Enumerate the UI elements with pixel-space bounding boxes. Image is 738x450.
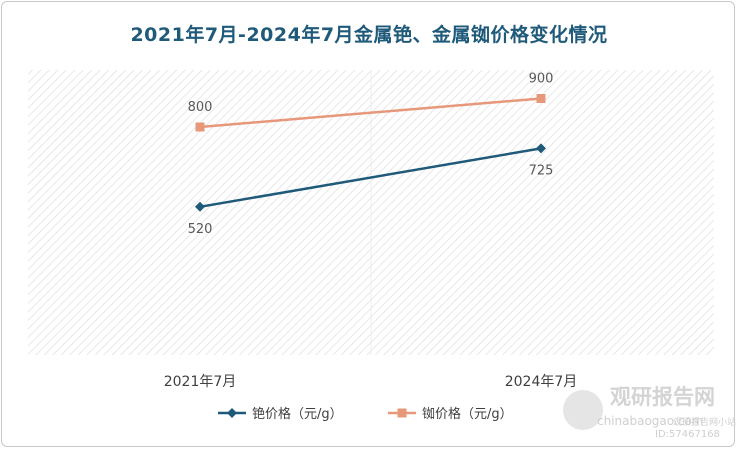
data-label: 800 [188,100,213,115]
watermark-logo-icon [563,390,603,430]
watermark: 观研报告网 chinabaogao.com 观研报告网小站 ID:5746716… [555,380,738,440]
data-point [195,201,205,212]
watermark-site: chinabaogao.com [597,414,703,428]
watermark-brand: 观研报告网 [610,385,715,409]
data-label: 725 [529,163,554,178]
data-point [536,94,546,103]
x-tick-label: 2024年7月 [505,374,578,390]
watermark-account: 观研报告网小站 [673,416,736,428]
legend-marker [227,408,237,418]
legend-label: 铯价格（元/g） [252,406,343,422]
data-label: 520 [188,222,213,237]
legend: 铯价格（元/g） 铷价格（元/g） [218,406,513,422]
legend-label: 铷价格（元/g） [422,406,513,422]
data-point [536,143,546,154]
chart-title: 2021年7月-2024年7月金属铯、金属铷价格变化情况 [130,24,608,46]
series-line-1 [199,97,542,129]
legend-marker [397,408,407,418]
data-point [195,122,205,132]
x-tick-label: 2021年7月 [164,374,237,390]
data-label: 900 [529,72,554,87]
watermark-id: ID:57467168 [655,429,720,440]
series-line-0 [199,147,542,209]
